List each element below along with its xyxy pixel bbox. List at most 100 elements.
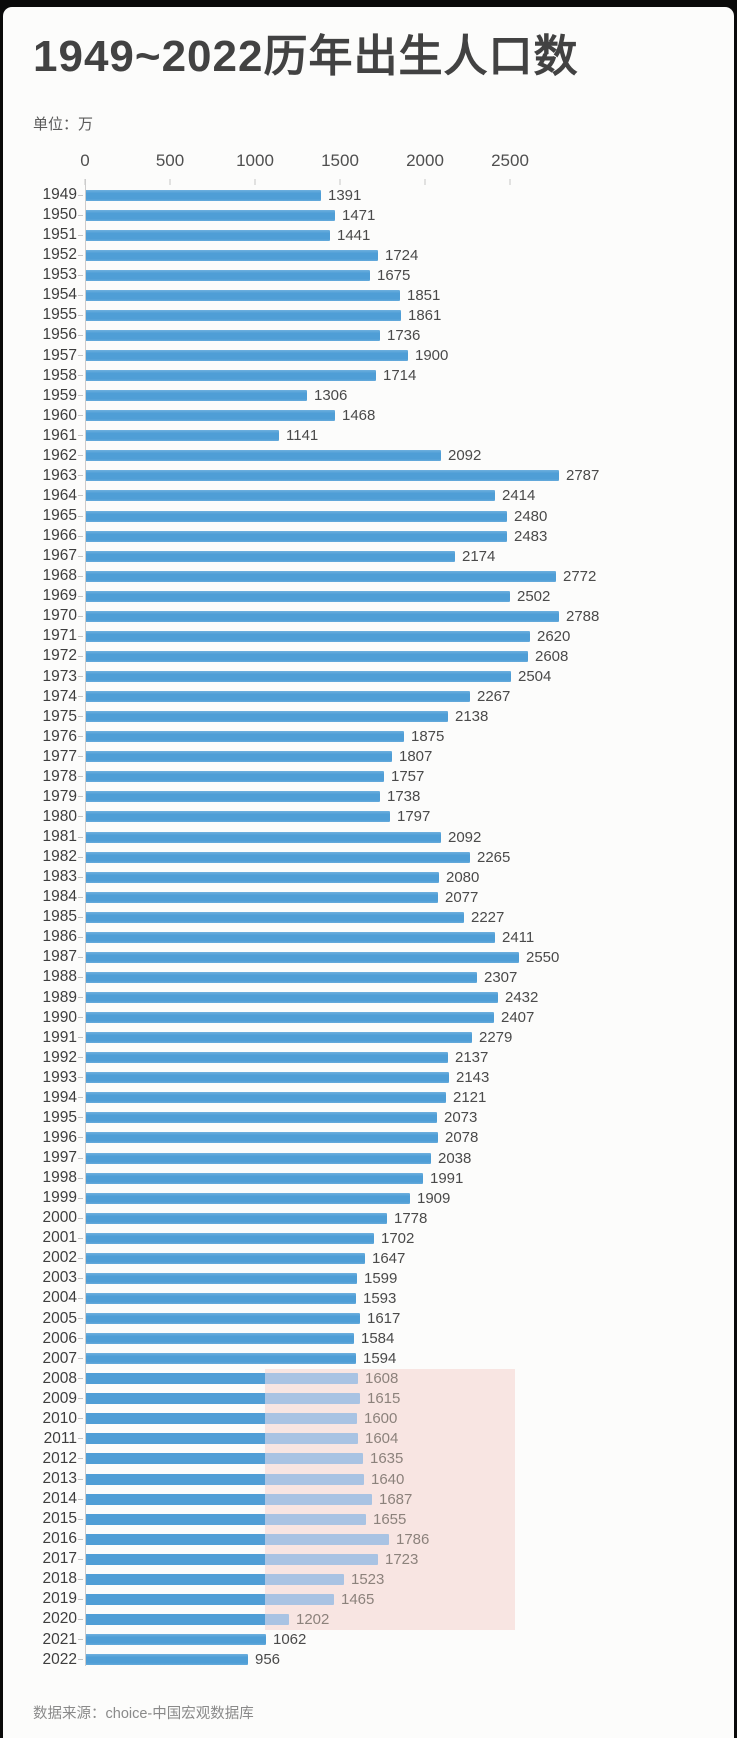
value-label: 2073 xyxy=(444,1109,478,1127)
bar-row: 1957 1900 xyxy=(31,346,734,366)
value-label: 1655 xyxy=(373,1510,407,1528)
year-label: 2009 xyxy=(42,1389,77,1407)
bar xyxy=(85,1152,431,1164)
bar xyxy=(85,1012,494,1024)
bar-row: 1970 2788 xyxy=(31,606,734,626)
value-label: 2788 xyxy=(566,607,600,625)
category-tick-icon xyxy=(77,1057,85,1058)
category-tick-icon xyxy=(77,1579,85,1580)
value-label: 2078 xyxy=(445,1129,479,1147)
bar xyxy=(85,410,335,422)
value-label: 2787 xyxy=(566,467,600,485)
year-label: 1993 xyxy=(42,1068,77,1086)
bar-row: 1961 1141 xyxy=(31,426,734,446)
category-tick-icon xyxy=(77,1158,85,1159)
bar xyxy=(85,1112,437,1124)
year-label: 1968 xyxy=(42,567,77,585)
bar xyxy=(85,1593,334,1605)
bar xyxy=(85,350,408,362)
x-axis-tick-label: 1000 xyxy=(236,151,274,170)
data-source-label: 数据来源：choice-中国宏观数据库 xyxy=(33,1705,254,1722)
value-label: 2174 xyxy=(462,547,496,565)
bar-row: 1975 2138 xyxy=(31,707,734,727)
value-label: 1757 xyxy=(391,768,425,786)
value-label: 2504 xyxy=(518,668,552,686)
category-tick-icon xyxy=(77,857,85,858)
bar-row: 1989 2432 xyxy=(31,988,734,1008)
year-label: 1958 xyxy=(42,366,77,384)
bar xyxy=(85,851,470,863)
bar-row: 1993 2143 xyxy=(31,1068,734,1088)
category-tick-icon xyxy=(77,997,85,998)
year-label: 1985 xyxy=(42,908,77,926)
value-label: 2411 xyxy=(502,928,535,946)
year-label: 1960 xyxy=(42,406,77,424)
bar xyxy=(85,209,335,221)
year-label: 1994 xyxy=(42,1088,77,1106)
value-label: 2038 xyxy=(438,1149,472,1167)
year-label: 1951 xyxy=(42,226,77,244)
bar-row: 1972 2608 xyxy=(31,646,734,666)
value-label: 2620 xyxy=(537,627,571,645)
bar-row: 2006 1584 xyxy=(31,1329,734,1349)
year-label: 1989 xyxy=(42,988,77,1006)
bar xyxy=(85,630,530,642)
bar-row: 1956 1736 xyxy=(31,325,734,345)
bar xyxy=(85,430,279,442)
bar-row: 1967 2174 xyxy=(31,546,734,566)
category-tick-icon xyxy=(77,1097,85,1098)
bar xyxy=(85,731,404,743)
bar-row: 2019 1465 xyxy=(31,1589,734,1609)
year-label: 1981 xyxy=(42,828,77,846)
category-tick-icon xyxy=(77,917,85,918)
value-label: 1723 xyxy=(385,1550,419,1568)
year-label: 1962 xyxy=(42,446,77,464)
year-label: 1957 xyxy=(42,346,77,364)
bar-row: 1986 2411 xyxy=(31,927,734,947)
year-label: 2000 xyxy=(42,1209,77,1227)
unit-label: 单位：万 xyxy=(33,116,94,133)
bar xyxy=(85,751,392,763)
bar xyxy=(85,1453,363,1465)
value-label: 1851 xyxy=(407,286,441,304)
category-tick-icon xyxy=(77,1318,85,1319)
bar-row: 1968 2772 xyxy=(31,566,734,586)
category-tick-icon xyxy=(77,295,85,296)
bar xyxy=(85,831,441,843)
bar-row: 1954 1851 xyxy=(31,285,734,305)
value-label: 1391 xyxy=(328,186,362,204)
x-axis-tick-label: 500 xyxy=(155,151,185,170)
bar-row: 1950 1471 xyxy=(31,205,734,225)
category-tick-icon xyxy=(77,255,85,256)
year-label: 2017 xyxy=(42,1550,77,1568)
category-tick-icon xyxy=(77,395,85,396)
value-label: 2143 xyxy=(456,1069,490,1087)
y-axis-line xyxy=(85,179,86,1666)
value-label: 1900 xyxy=(415,347,449,365)
year-label: 1964 xyxy=(42,486,77,504)
year-label: 2016 xyxy=(42,1530,77,1548)
bar xyxy=(85,1654,248,1666)
category-tick-icon xyxy=(77,1659,85,1660)
year-label: 1952 xyxy=(42,246,77,264)
value-label: 1797 xyxy=(397,808,431,826)
bar xyxy=(85,1232,374,1244)
value-label: 1599 xyxy=(364,1269,398,1287)
year-label: 1991 xyxy=(42,1028,77,1046)
value-label: 2138 xyxy=(455,708,489,726)
value-label: 2307 xyxy=(484,968,518,986)
bar-row: 1981 2092 xyxy=(31,827,734,847)
year-label: 1971 xyxy=(42,627,77,645)
category-tick-icon xyxy=(77,1077,85,1078)
value-label: 2772 xyxy=(563,567,597,585)
bar-row: 1983 2080 xyxy=(31,867,734,887)
bar-row: 1966 2483 xyxy=(31,526,734,546)
value-label: 2267 xyxy=(477,688,511,706)
bar-row: 1988 2307 xyxy=(31,967,734,987)
bar-row: 2011 1604 xyxy=(31,1429,734,1449)
bar xyxy=(85,1573,344,1585)
category-tick-icon xyxy=(77,1298,85,1299)
category-tick-icon xyxy=(77,1458,85,1459)
year-label: 1986 xyxy=(42,928,77,946)
bar-row: 2020 1202 xyxy=(31,1609,734,1629)
